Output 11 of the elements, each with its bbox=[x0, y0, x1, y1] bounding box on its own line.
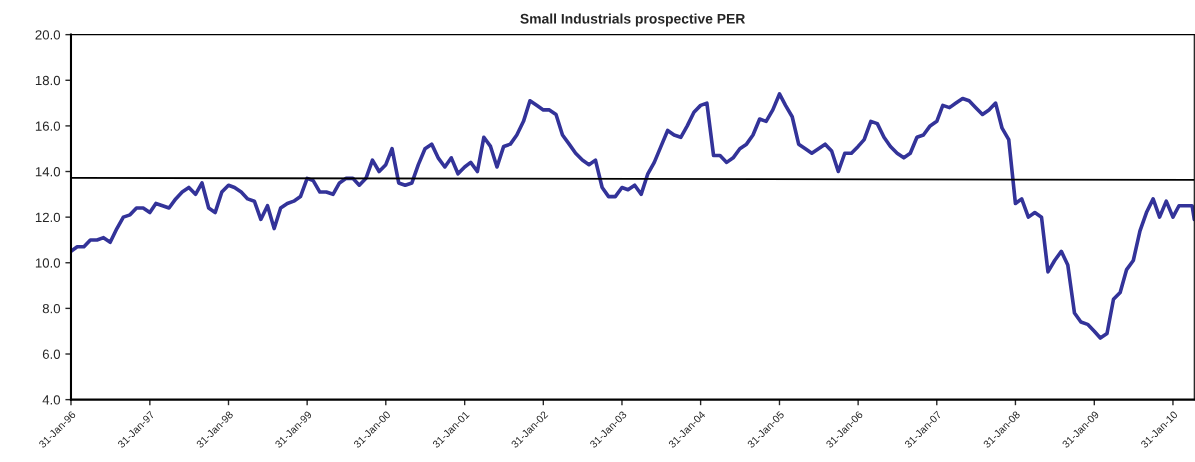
y-tick-label: 10.0 bbox=[35, 258, 61, 268]
y-tick-label: 14.0 bbox=[35, 167, 61, 177]
y-tick-label: 6.0 bbox=[42, 349, 61, 359]
y-tick-label: 20.0 bbox=[35, 30, 61, 40]
y-tick-label: 4.0 bbox=[42, 395, 61, 405]
y-tick-label: 16.0 bbox=[35, 121, 61, 131]
y-tick-label: 8.0 bbox=[42, 303, 61, 314]
y-tick-label: 12.0 bbox=[35, 212, 61, 223]
y-tick-label: 18.0 bbox=[35, 75, 61, 86]
line-series bbox=[70, 92, 1195, 340]
chart-title: Small Industrials prospective PER bbox=[520, 13, 746, 27]
